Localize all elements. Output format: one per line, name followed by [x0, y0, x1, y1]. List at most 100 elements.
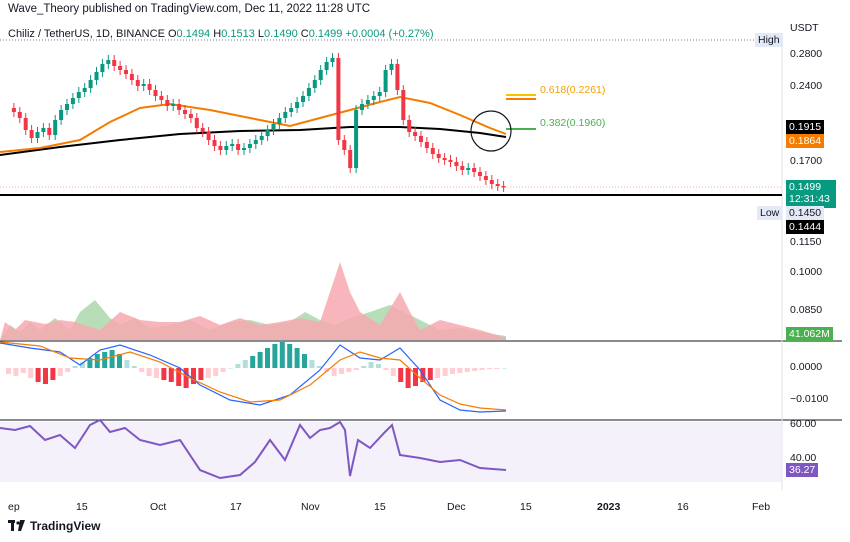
candle-body [82, 88, 87, 92]
macd-bar [361, 366, 367, 368]
macd-bar [346, 368, 352, 372]
publish-header: Wave_Theory published on TradingView.com… [8, 3, 371, 15]
candle-body [389, 64, 394, 70]
date-label: ep [8, 501, 20, 513]
macd-bar [198, 368, 204, 380]
ohlc-close-label: C [300, 28, 309, 40]
macd-tick: −0.0100 [790, 393, 829, 405]
candle-body [478, 172, 482, 176]
date-label: 15 [76, 501, 88, 513]
candle-body [29, 130, 34, 138]
date-label: Nov [301, 501, 320, 513]
candle-body [413, 132, 418, 136]
macd-bar [494, 368, 500, 369]
macd-bar [339, 368, 344, 374]
macd-bar [450, 368, 455, 374]
cross-circle [470, 110, 512, 152]
macd-bar [287, 344, 293, 368]
price-tick: 0.2400 [790, 80, 823, 92]
date-label: Feb [752, 501, 771, 513]
macd-bar [435, 368, 441, 378]
macd-bar [501, 368, 507, 369]
macd-bar [272, 344, 278, 368]
candle-body [88, 80, 93, 88]
countdown: 12:31:43 [789, 193, 830, 205]
candle-body [442, 158, 447, 160]
macd-bar [250, 356, 256, 368]
date-label: Oct [150, 501, 167, 513]
macd-bar [65, 368, 71, 372]
candle-body [165, 100, 170, 106]
candle-body [53, 120, 58, 135]
rsi-tag: 36.27 [786, 463, 819, 477]
last-price-tag: 0.1499 12:31:43 [786, 180, 836, 208]
macd-bar [57, 368, 63, 376]
macd-bar [427, 368, 433, 380]
candle-body [94, 72, 99, 80]
candle-body [483, 176, 488, 180]
rsi-tick: 40.00 [790, 452, 817, 464]
candle-body [271, 124, 276, 130]
candle-body [141, 84, 146, 86]
macd-bar [213, 368, 219, 376]
price-tag-0186: 0.1864 [786, 134, 825, 148]
price-tag-0144: 0.1444 [786, 220, 825, 234]
ohlc-high: 0.1513 [221, 28, 255, 40]
candle-body [301, 96, 305, 102]
ohlc-open: 0.1494 [176, 28, 211, 40]
macd-bar [383, 368, 389, 370]
macd-bar [464, 368, 470, 372]
candle-body [35, 132, 40, 138]
rsi-line [0, 418, 507, 480]
candle-body [265, 130, 270, 136]
candle-body [129, 74, 134, 80]
candle-body [277, 118, 282, 124]
date-label: 16 [677, 501, 689, 513]
macd-bar [35, 368, 41, 382]
macd-bar [376, 364, 381, 368]
macd-bar [109, 350, 115, 368]
tradingview-logo-icon [8, 520, 25, 531]
symbol-name[interactable]: Chiliz / TetherUS, 1D, BINANCE [8, 28, 165, 40]
candle-body [466, 168, 471, 170]
macd-bar [117, 354, 122, 368]
ohlc-close: 0.1499 [308, 28, 343, 40]
macd-bar [131, 366, 137, 368]
price-tag-0191: 0.1915 [786, 120, 825, 134]
macd-bar [457, 368, 463, 373]
low-value-tag: 0.1450 [786, 206, 825, 220]
candle-body [253, 140, 258, 144]
candles [11, 53, 506, 192]
price-change: +0.0004 (+0.27%) [345, 28, 434, 40]
fib-0618-label: 0.618(0.2261) [540, 84, 606, 96]
date-label: 15 [520, 501, 532, 513]
macd-bar [154, 368, 159, 378]
candle-body [112, 60, 117, 66]
candle-body [171, 104, 176, 106]
symbol-legend: Chiliz / TetherUS, 1D, BINANCE O0.1494 H… [8, 28, 434, 40]
date-label: Dec [447, 501, 466, 513]
macd-bar [405, 368, 411, 388]
candle-body [200, 128, 205, 132]
macd-bar [324, 368, 330, 372]
macd-bar [191, 368, 196, 384]
candle-body [454, 162, 459, 166]
macd-bar [13, 368, 19, 376]
macd-bar [316, 366, 322, 368]
rsi-tick: 60.00 [790, 418, 817, 430]
candle-body [159, 96, 164, 100]
volume-tag: 41.062M [786, 327, 833, 341]
macd-bar [442, 368, 448, 376]
candle-body [65, 104, 69, 110]
macd-bar [309, 360, 315, 368]
date-label: 15 [374, 501, 386, 513]
macd-tick: 0.0000 [790, 361, 823, 373]
candle-body [342, 140, 347, 150]
candle-body [183, 110, 187, 114]
candle-body [70, 98, 75, 104]
footer-brand[interactable]: TradingView [8, 519, 100, 533]
candle-body [247, 144, 252, 148]
macd-bar [228, 368, 233, 369]
candle-body [118, 66, 123, 70]
